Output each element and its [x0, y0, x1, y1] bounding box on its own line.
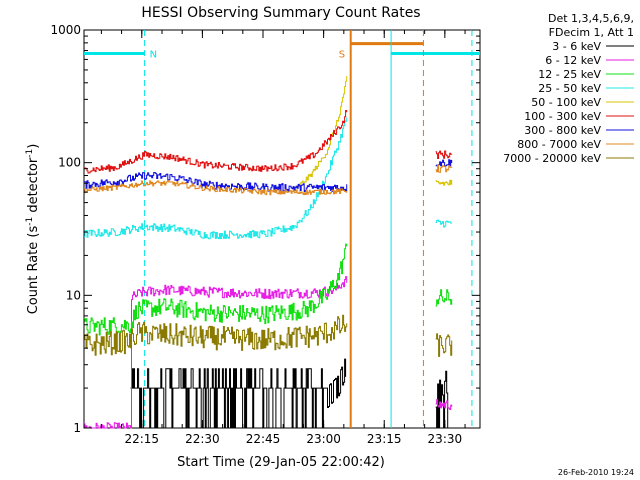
series-line-50-100-kev-late — [435, 179, 453, 186]
y-axis-label: Count Rate (s-1 detector-1) — [25, 144, 41, 315]
footer-date: 26-Feb-2010 19:24 — [558, 468, 634, 477]
y-tick-label: 1000 — [50, 23, 81, 37]
legend-label-100-300-kev: 100 - 300 keV — [524, 110, 601, 123]
legend-label-3-6-kev: 3 - 6 keV — [552, 40, 601, 53]
series-layer — [84, 76, 453, 429]
x-tick-label: 22:45 — [246, 432, 281, 446]
chart-title: HESSI Observing Summary Count Rates — [141, 5, 420, 21]
series-line-25-50-kev-late — [435, 219, 453, 228]
series-line-12-25-kev-late — [435, 289, 453, 307]
y-tick-label: 10 — [66, 288, 81, 302]
y-axis-label-end: ) — [26, 144, 41, 149]
x-tick-label: 23:15 — [367, 432, 402, 446]
series-line-12-25-kev — [84, 243, 348, 336]
y-tick-label: 1 — [73, 421, 81, 435]
series-line-7000-20000-kev-late — [435, 333, 453, 357]
legend-label-7000-20000-kev: 7000 - 20000 keV — [503, 152, 601, 165]
series-line-800-7000-kev-late — [435, 164, 453, 173]
series-line-7000-20000-kev — [84, 314, 348, 356]
x-tick-label: 23:30 — [428, 432, 463, 446]
series-line-6-12-kev — [84, 276, 348, 429]
x-tick-label: 23:00 — [306, 432, 341, 446]
series-line-3-6-kev — [130, 358, 347, 429]
legend-label-12-25-kev: 12 - 25 keV — [538, 68, 601, 81]
x-tick-label: 22:30 — [185, 432, 220, 446]
x-tick-label: 22:15 — [124, 432, 159, 446]
legend-label-800-7000-kev: 800 - 7000 keV — [517, 138, 601, 151]
series-line-800-7000-kev — [84, 180, 348, 196]
y-axis-label-main: Count Rate (s — [26, 226, 41, 315]
series-line-300-800-kev — [84, 172, 348, 192]
y-tick-label: 100 — [58, 156, 81, 170]
saa-flag-label: S — [339, 50, 345, 61]
legend-header-2: FDecim 1, Att 1 — [549, 26, 634, 39]
series-line-25-50-kev — [84, 117, 348, 240]
night-flag-label: N — [150, 50, 157, 61]
axes: 1000 100 10 1 22:15 22:30 22:45 23:00 23:15 23:30 — [50, 23, 480, 446]
legend: Det 1,3,4,5,6,9, FDecim 1, Att 1 3 - 6 k… — [503, 12, 634, 165]
series-line-100-300-kev-late — [435, 150, 453, 159]
x-axis-label: Start Time (29-Jan-05 22:00:42) — [177, 455, 385, 470]
series-line-6-12-kev-late — [435, 399, 453, 410]
legend-label-25-50-kev: 25 - 50 keV — [538, 82, 601, 95]
legend-label-300-800-kev: 300 - 800 keV — [524, 124, 601, 137]
y-axis-label-sup1: -1 — [25, 217, 35, 226]
legend-label-50-100-kev: 50 - 100 keV — [531, 96, 601, 109]
series-line-50-100-kev — [294, 76, 348, 192]
y-axis-label-mid: detector — [26, 157, 41, 217]
legend-label-6-12-kev: 6 - 12 keV — [545, 54, 601, 67]
y-axis-label-sup2: -1 — [25, 149, 35, 158]
legend-header-1: Det 1,3,4,5,6,9, — [548, 12, 634, 25]
series-line-100-300-kev — [84, 110, 348, 174]
